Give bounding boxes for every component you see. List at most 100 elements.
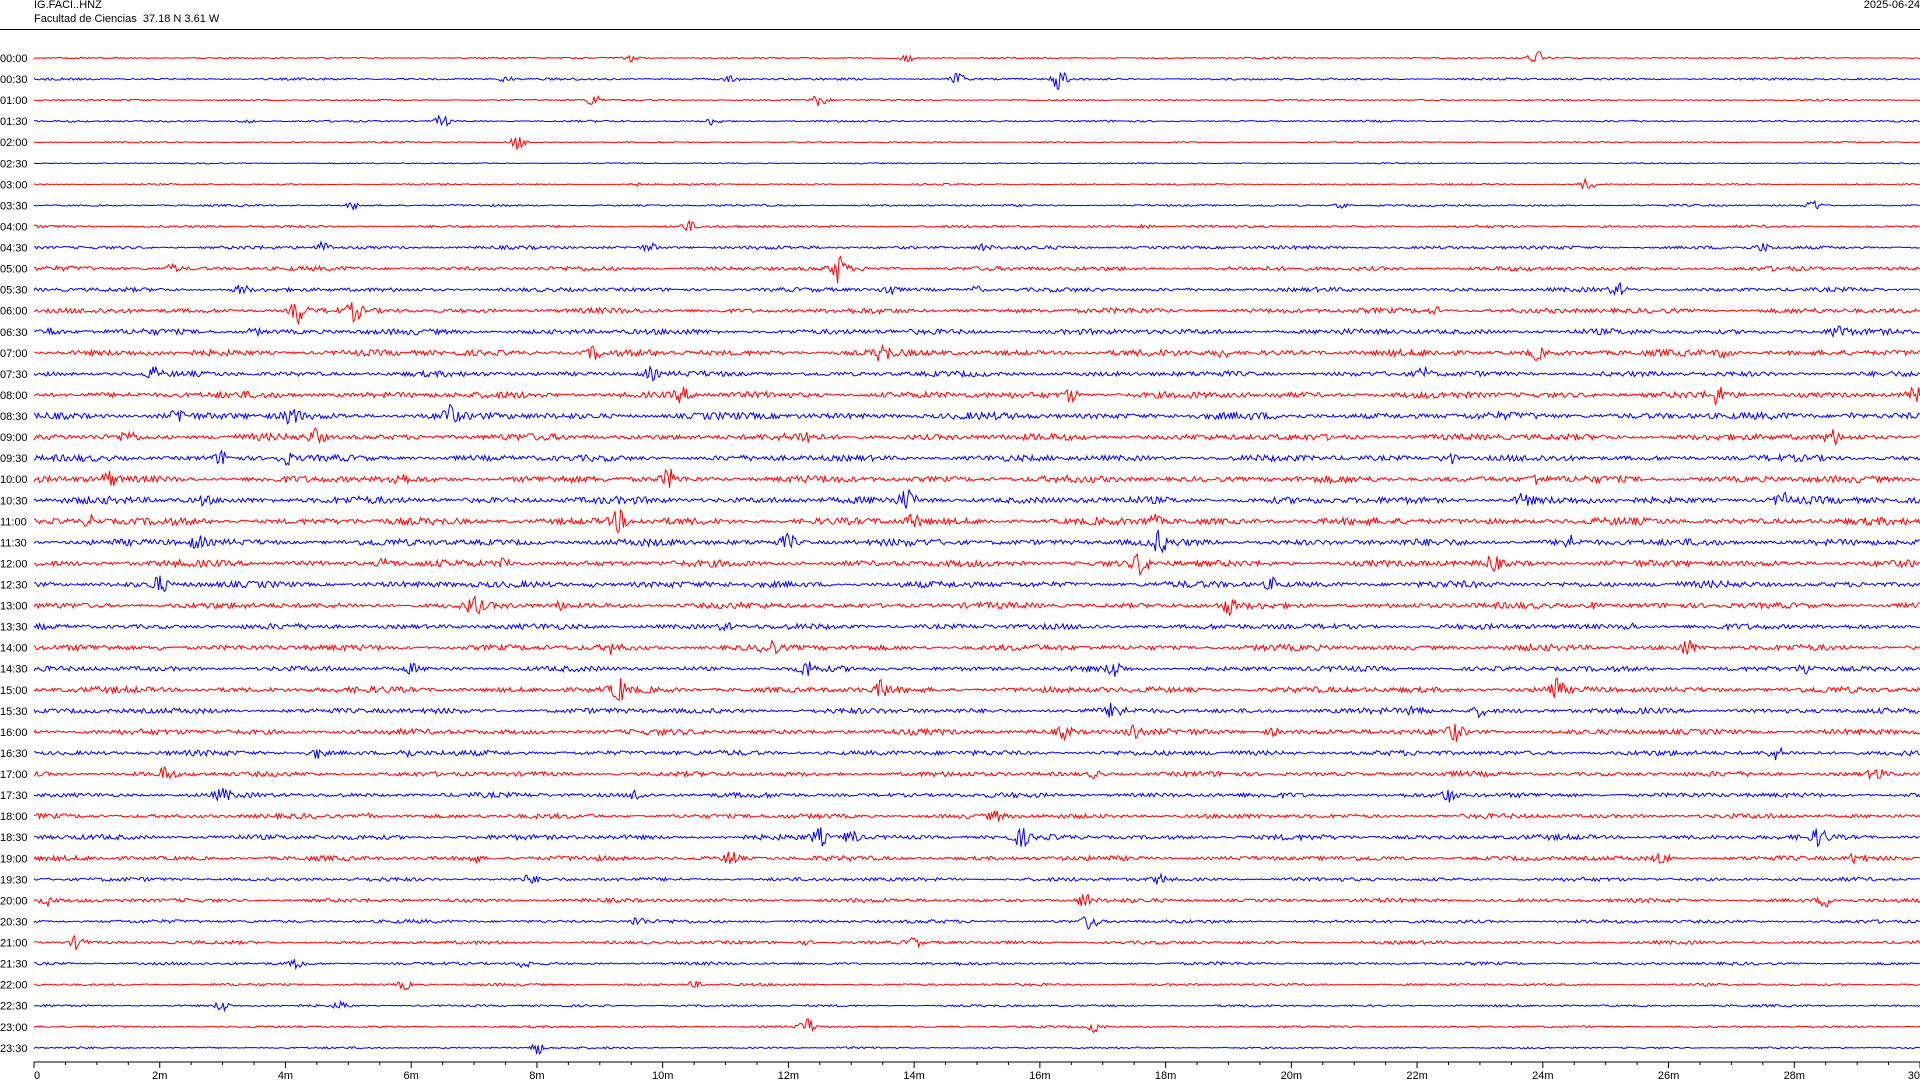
row-time-label: 10:30 xyxy=(0,495,28,507)
row-time-label: 02:30 xyxy=(0,158,28,170)
trace-row xyxy=(33,219,1920,232)
row-time-label: 01:30 xyxy=(0,116,28,128)
trace-row xyxy=(33,302,1920,326)
x-tick-label: 18m xyxy=(1155,1070,1176,1080)
trace-row xyxy=(33,766,1920,781)
trace-row xyxy=(33,595,1920,617)
row-time-label: 19:30 xyxy=(0,874,28,886)
x-tick-label: 8m xyxy=(529,1070,544,1080)
trace-row xyxy=(33,449,1920,467)
trace-row xyxy=(33,364,1920,382)
row-time-label: 02:00 xyxy=(0,137,28,149)
row-time-label: 12:00 xyxy=(0,558,28,570)
x-tick-label: 20m xyxy=(1281,1070,1302,1080)
row-time-label: 16:30 xyxy=(0,748,28,760)
row-time-label: 23:30 xyxy=(0,1043,28,1055)
trace-row xyxy=(33,677,1920,701)
row-time-label: 17:00 xyxy=(0,769,28,781)
row-time-label: 14:30 xyxy=(0,664,28,676)
station-location: Facultad de Ciencias 37.18 N 3.61 W xyxy=(34,13,220,25)
row-time-label: 17:30 xyxy=(0,790,28,802)
row-time-label: 22:00 xyxy=(0,980,28,992)
row-time-label: 03:00 xyxy=(0,179,28,191)
trace-row xyxy=(33,980,1920,991)
row-time-label: 15:00 xyxy=(0,685,28,697)
x-tick-label: 22m xyxy=(1406,1070,1427,1080)
trace-row xyxy=(33,343,1920,362)
x-tick-label: 14m xyxy=(903,1070,924,1080)
x-tick-label: 16m xyxy=(1029,1070,1050,1080)
row-time-label: 07:00 xyxy=(0,348,28,360)
station-id: IG.FACI..HNZ xyxy=(34,0,102,11)
x-tick-label: 30 xyxy=(1908,1070,1920,1080)
x-tick-label: 0 xyxy=(34,1070,40,1080)
x-tick-label: 28m xyxy=(1784,1070,1805,1080)
trace-row xyxy=(33,746,1920,761)
row-time-label: 11:00 xyxy=(0,516,27,528)
row-time-label: 08:00 xyxy=(0,390,28,402)
row-time-label: 18:30 xyxy=(0,832,28,844)
trace-row xyxy=(33,934,1920,951)
row-time-label: 15:30 xyxy=(0,706,28,718)
x-tick-label: 4m xyxy=(278,1070,293,1080)
row-time-label: 16:00 xyxy=(0,727,28,739)
trace-row xyxy=(33,94,1920,107)
trace-row xyxy=(33,71,1920,90)
trace-row xyxy=(33,661,1920,677)
x-tick-label: 12m xyxy=(778,1070,799,1080)
trace-row xyxy=(33,810,1920,822)
row-time-label: 20:00 xyxy=(0,895,28,907)
row-time-label: 19:00 xyxy=(0,853,28,865)
row-time-label: 06:00 xyxy=(0,306,28,318)
trace-row xyxy=(33,51,1920,63)
trace-row xyxy=(33,702,1920,719)
seismic-traces xyxy=(33,51,1920,1055)
time-row-labels: 00:00 00:30 01:00 01:30 02:00 02:30 03:00 03:30… xyxy=(0,53,28,1055)
trace-row xyxy=(33,872,1920,885)
row-time-label: 07:30 xyxy=(0,369,28,381)
row-time-label: 21:00 xyxy=(0,938,28,950)
trace-row xyxy=(33,403,1920,425)
trace-row xyxy=(33,827,1920,848)
row-time-label: 10:00 xyxy=(0,474,28,486)
row-time-label: 06:30 xyxy=(0,327,28,339)
row-time-label: 05:00 xyxy=(0,264,28,276)
trace-row xyxy=(33,787,1920,803)
trace-row xyxy=(33,959,1920,971)
trace-row xyxy=(33,999,1920,1013)
row-time-label: 11:30 xyxy=(0,537,27,549)
x-tick-label: 10m xyxy=(652,1070,673,1080)
row-time-label: 21:30 xyxy=(0,959,28,971)
trace-row xyxy=(33,508,1920,534)
row-time-label: 01:00 xyxy=(0,95,28,107)
x-tick-label: 6m xyxy=(404,1070,419,1080)
row-time-label: 09:00 xyxy=(0,432,28,444)
trace-row xyxy=(33,552,1920,577)
trace-row xyxy=(33,427,1920,447)
row-time-label: 13:00 xyxy=(0,601,28,613)
x-tick-label: 24m xyxy=(1532,1070,1553,1080)
trace-row xyxy=(33,1018,1920,1034)
row-time-label: 23:00 xyxy=(0,1022,28,1034)
trace-row xyxy=(33,489,1920,509)
trace-row xyxy=(33,325,1920,339)
trace-row xyxy=(33,528,1920,554)
x-axis: 0 2m 4m 6m 8m 10m 12m 14m 16m 18m 20m 22m 24m 26m 28m 3… xyxy=(33,1061,1920,1080)
trace-row xyxy=(33,177,1920,191)
row-time-label: 09:30 xyxy=(0,453,28,465)
row-time-label: 04:00 xyxy=(0,221,28,233)
helicorder-date: 2025-06-24 xyxy=(1863,0,1920,11)
trace-row xyxy=(33,468,1920,488)
row-time-label: 14:00 xyxy=(0,643,28,655)
trace-row xyxy=(33,114,1920,127)
row-time-label: 00:00 xyxy=(0,53,28,65)
trace-row xyxy=(33,199,1920,212)
trace-row xyxy=(33,240,1920,253)
trace-row xyxy=(33,162,1920,165)
trace-row xyxy=(33,621,1920,632)
row-time-label: 08:30 xyxy=(0,411,28,423)
trace-row xyxy=(33,916,1920,930)
row-time-label: 12:30 xyxy=(0,580,28,592)
